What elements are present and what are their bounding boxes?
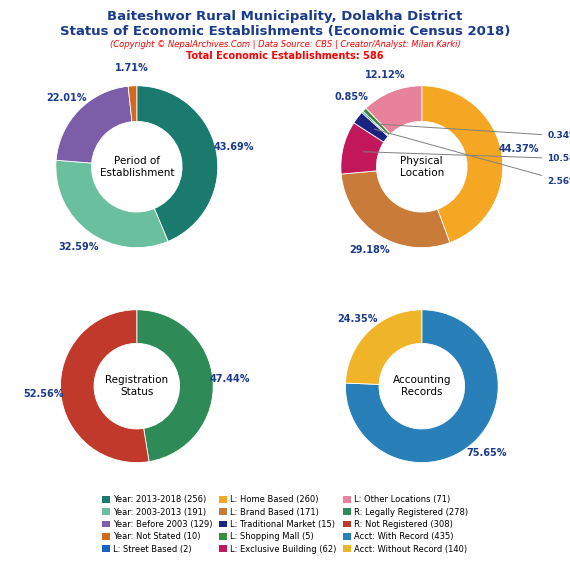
- Wedge shape: [341, 123, 384, 174]
- Legend: Year: 2013-2018 (256), Year: 2003-2013 (191), Year: Before 2003 (129), Year: Not: Year: 2013-2018 (256), Year: 2003-2013 (…: [99, 492, 471, 557]
- Wedge shape: [56, 160, 168, 247]
- Text: 75.65%: 75.65%: [466, 449, 507, 458]
- Text: Physical
Location: Physical Location: [400, 156, 444, 177]
- Text: 24.35%: 24.35%: [337, 314, 377, 324]
- Text: Registration
Status: Registration Status: [105, 376, 168, 397]
- Text: 2.56%: 2.56%: [374, 129, 570, 186]
- Wedge shape: [60, 310, 149, 462]
- Wedge shape: [366, 86, 422, 134]
- Text: 0.34%: 0.34%: [378, 124, 570, 140]
- Text: Total Economic Establishments: 586: Total Economic Establishments: 586: [186, 51, 384, 62]
- Wedge shape: [362, 111, 389, 136]
- Text: (Copyright © NepalArchives.Com | Data Source: CBS | Creator/Analyst: Milan Karki: (Copyright © NepalArchives.Com | Data So…: [109, 40, 461, 49]
- Text: 0.85%: 0.85%: [335, 92, 369, 102]
- Text: Baiteshwor Rural Municipality, Dolakha District: Baiteshwor Rural Municipality, Dolakha D…: [107, 10, 463, 23]
- Text: 52.56%: 52.56%: [24, 389, 64, 398]
- Wedge shape: [422, 86, 503, 243]
- Text: Period of
Establishment: Period of Establishment: [100, 156, 174, 177]
- Text: 22.01%: 22.01%: [46, 93, 86, 103]
- Text: Accounting
Records: Accounting Records: [393, 376, 451, 397]
- Wedge shape: [345, 310, 422, 384]
- Text: 12.12%: 12.12%: [365, 70, 405, 80]
- Wedge shape: [363, 108, 390, 136]
- Wedge shape: [137, 86, 218, 241]
- Wedge shape: [137, 310, 213, 462]
- Text: 10.58%: 10.58%: [363, 152, 570, 163]
- Wedge shape: [345, 310, 498, 462]
- Text: 1.71%: 1.71%: [115, 63, 148, 73]
- Text: 43.69%: 43.69%: [213, 142, 254, 152]
- Text: 47.44%: 47.44%: [209, 374, 250, 384]
- Text: 44.37%: 44.37%: [499, 144, 539, 154]
- Text: 29.18%: 29.18%: [349, 245, 389, 255]
- Wedge shape: [354, 112, 388, 142]
- Text: Status of Economic Establishments (Economic Census 2018): Status of Economic Establishments (Econo…: [60, 25, 510, 38]
- Wedge shape: [341, 171, 450, 247]
- Wedge shape: [128, 86, 137, 121]
- Text: 32.59%: 32.59%: [59, 242, 99, 252]
- Wedge shape: [56, 86, 132, 163]
